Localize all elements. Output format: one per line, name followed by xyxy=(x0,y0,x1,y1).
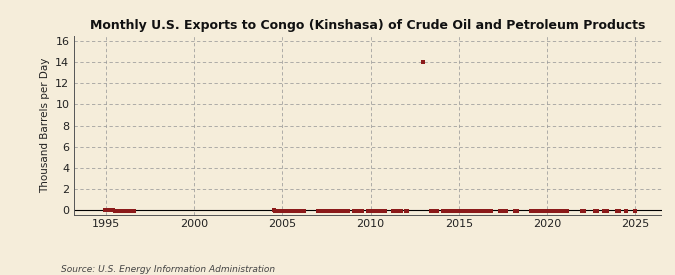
Y-axis label: Thousand Barrels per Day: Thousand Barrels per Day xyxy=(40,57,50,193)
Title: Monthly U.S. Exports to Congo (Kinshasa) of Crude Oil and Petroleum Products: Monthly U.S. Exports to Congo (Kinshasa)… xyxy=(90,19,645,32)
Text: Source: U.S. Energy Information Administration: Source: U.S. Energy Information Administ… xyxy=(61,265,275,274)
